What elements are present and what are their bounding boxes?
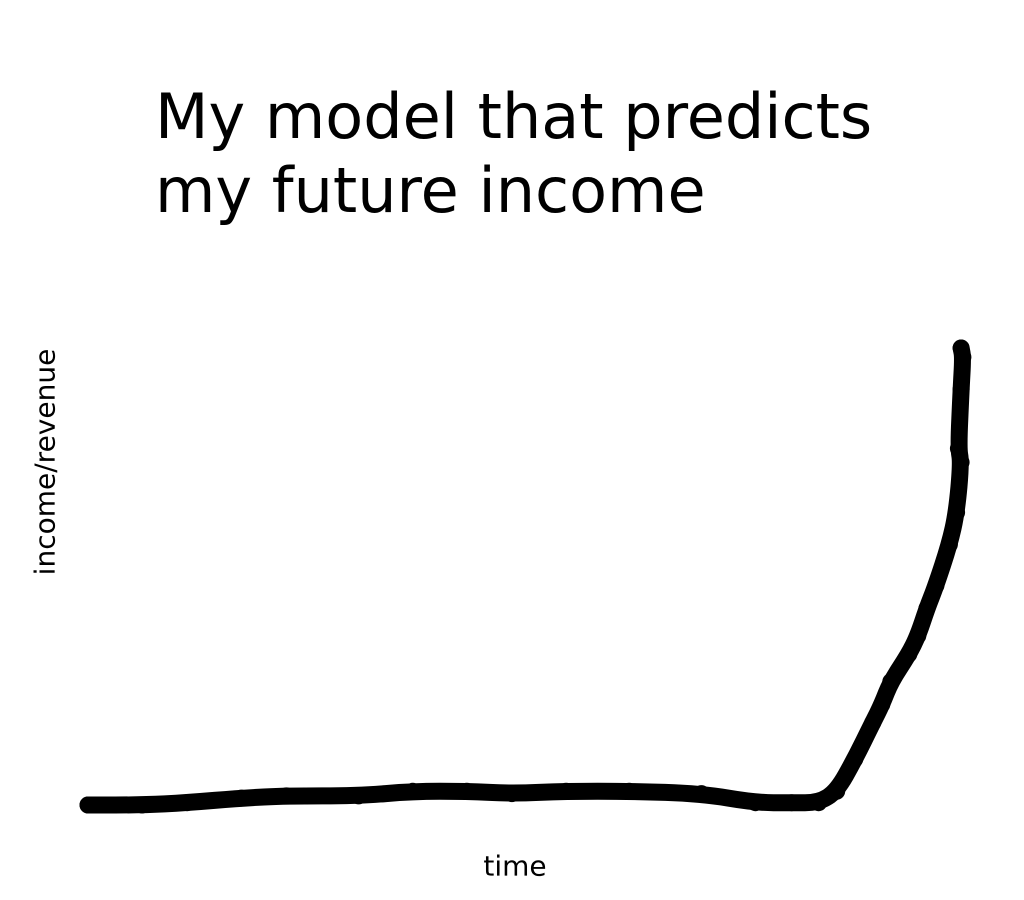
income-data-point xyxy=(927,577,945,595)
chart-title-line-1: My model that predicts xyxy=(155,80,873,153)
income-data-point xyxy=(232,789,250,807)
income-data-point xyxy=(133,796,151,814)
income-data-point xyxy=(79,796,97,814)
x-axis-label: time xyxy=(483,849,547,883)
income-data-point xyxy=(747,794,764,812)
income-data-point xyxy=(350,787,368,805)
income-data-point xyxy=(952,380,970,398)
income-data-point xyxy=(810,794,828,812)
income-data-point xyxy=(900,645,918,663)
income-data-point xyxy=(557,782,575,800)
income-data-point xyxy=(620,782,638,800)
income-series-line xyxy=(79,339,971,814)
income-data-point xyxy=(846,750,864,768)
income-data-point xyxy=(864,714,882,732)
income-data-point xyxy=(952,339,970,357)
income-data-point xyxy=(873,696,891,713)
income-data-point xyxy=(692,785,710,803)
income-data-point xyxy=(918,600,936,617)
income-data-point xyxy=(940,536,958,553)
income-data-point xyxy=(783,794,801,812)
income-data-point xyxy=(828,782,846,800)
income-data-point xyxy=(949,440,967,457)
income-data-point xyxy=(882,673,900,691)
income-data-point xyxy=(178,794,196,812)
income-data-point xyxy=(404,782,422,800)
income-data-point xyxy=(458,782,476,800)
income-data-point xyxy=(948,504,966,521)
chart-title: My model that predicts my future income xyxy=(155,80,995,228)
income-data-point xyxy=(503,785,521,803)
income-data-point xyxy=(909,627,927,645)
chart-title-line-2: my future income xyxy=(155,154,706,227)
income-data-point xyxy=(952,453,970,471)
income-data-point xyxy=(277,787,295,805)
